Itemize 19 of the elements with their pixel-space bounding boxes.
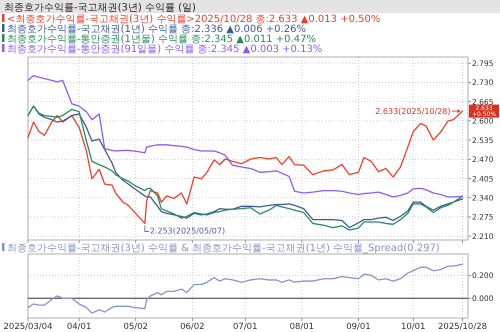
x-tick-label: 04/01 [66, 322, 92, 332]
x-tick-label: 05/02 [123, 322, 148, 332]
legend-label: <최종호가수익률-국고채권(3년) 수익률>2025/10/28 종:2.633 ▲0.013 +0.50% [7, 14, 380, 25]
annotation: 2.253(2025/05/07) [150, 226, 226, 236]
chart-title: 최종호가수익률-국고채권(3년) 수익률 (일) [4, 2, 196, 14]
line-series [27, 264, 464, 314]
x-tick-label: 2025/10/28 [438, 322, 488, 332]
x-tick-label: 10/01 [400, 322, 426, 332]
line-series [27, 74, 464, 198]
x-tick-label: 08/01 [290, 322, 314, 332]
x-tick-label: 06/02 [180, 322, 205, 332]
x-tick-label: 07/01 [233, 322, 258, 332]
x-tick-label: 09/01 [346, 322, 371, 332]
legend-label: 최종호가수익률-국고채권(3년) 수익률 & 최종호가수익률-국고채권(1년) 수익률_Spread(0.297) [7, 243, 440, 254]
legend-label: 최종호가수익률-국고채권(1년) 수익률 종:2.336 ▲0.006 +0.26% [7, 24, 306, 35]
legend-label: 최종호가수익률-통안증권(91일물) 수익률 종:2.345 ▲0.003 +0.13% [7, 44, 322, 55]
legend-label: 최종호가수익률-통안증권(1년물) 수익률 종:2.345 ▲0.011 +0.47% [7, 34, 316, 45]
x-tick-label: 2025/03/04 [4, 322, 52, 332]
annotation: 2.633(2025/10/28) [375, 107, 451, 116]
